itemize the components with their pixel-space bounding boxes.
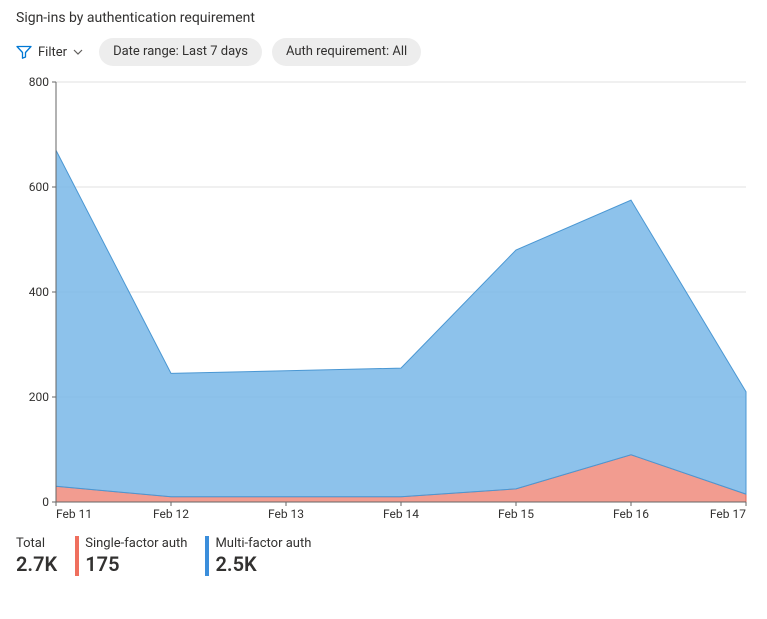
signins-area-chart: 0 200 400 600 800 Feb 11 Feb 12 Feb 13 Feb 14 Feb… bbox=[14, 76, 751, 526]
filter-pill-date-range[interactable]: Date range: Last 7 days bbox=[99, 38, 262, 66]
filter-pill-auth-requirement[interactable]: Auth requirement: All bbox=[272, 38, 421, 66]
stat-single-factor: Single-factor auth 175 bbox=[75, 536, 187, 576]
svg-text:Feb 15: Feb 15 bbox=[498, 507, 534, 521]
filter-toolbar: Filter Date range: Last 7 days Auth requ… bbox=[14, 38, 753, 66]
svg-text:800: 800 bbox=[29, 76, 49, 89]
svg-text:600: 600 bbox=[29, 180, 49, 194]
filter-icon bbox=[16, 44, 32, 60]
svg-text:Feb 13: Feb 13 bbox=[268, 507, 304, 521]
area-series-multi bbox=[56, 150, 746, 497]
stat-multi-factor: Multi-factor auth 2.5K bbox=[205, 536, 311, 576]
stat-total-value: 2.7K bbox=[16, 552, 57, 576]
svg-text:Feb 17: Feb 17 bbox=[710, 507, 746, 521]
page-title: Sign-ins by authentication requirement bbox=[16, 10, 753, 26]
filter-label: Filter bbox=[38, 45, 67, 60]
stat-multi-value: 2.5K bbox=[215, 552, 311, 576]
chevron-down-icon bbox=[73, 47, 83, 57]
stat-total: Total 2.7K bbox=[16, 536, 57, 576]
filter-button[interactable]: Filter bbox=[14, 40, 89, 64]
svg-text:Feb 11: Feb 11 bbox=[56, 507, 92, 521]
stat-single-value: 175 bbox=[85, 552, 187, 576]
stat-single-color-bar bbox=[75, 536, 79, 576]
stat-total-label: Total bbox=[16, 536, 57, 552]
stat-multi-label: Multi-factor auth bbox=[215, 536, 311, 552]
svg-text:Feb 14: Feb 14 bbox=[383, 507, 419, 521]
svg-text:200: 200 bbox=[29, 390, 49, 404]
svg-text:Feb 12: Feb 12 bbox=[153, 507, 189, 521]
svg-text:0: 0 bbox=[42, 495, 49, 509]
svg-text:Feb 16: Feb 16 bbox=[613, 507, 649, 521]
stat-multi-color-bar bbox=[205, 536, 209, 576]
summary-stats: Total 2.7K Single-factor auth 175 Multi-… bbox=[14, 536, 753, 576]
stat-single-label: Single-factor auth bbox=[85, 536, 187, 552]
svg-text:400: 400 bbox=[29, 285, 49, 299]
